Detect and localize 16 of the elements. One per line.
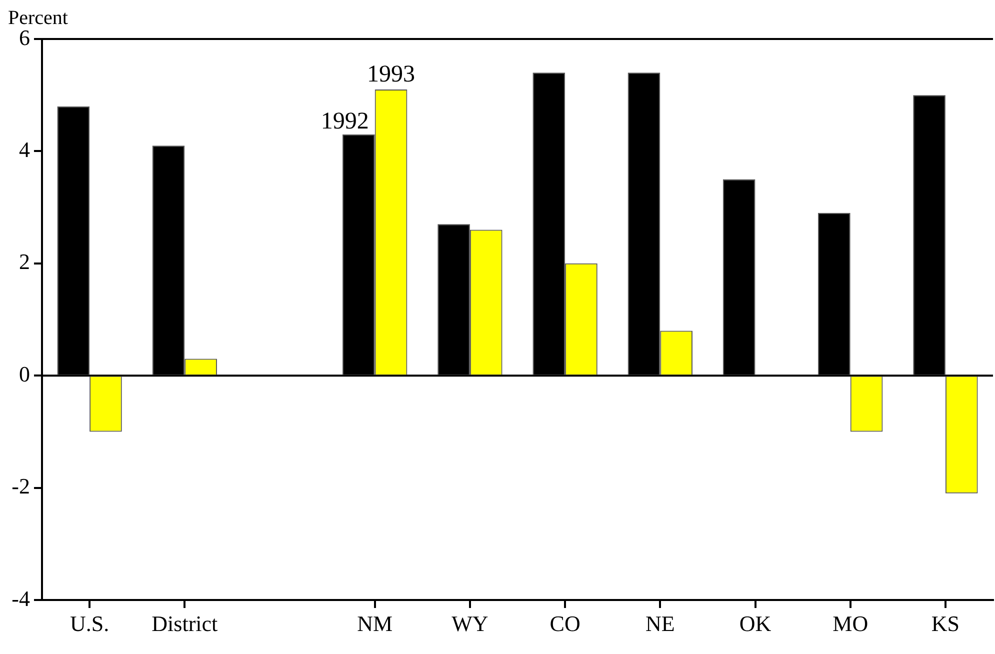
x-tick-label: KS [931,610,960,636]
x-tick-label: U.S. [70,610,110,636]
x-tick-label: MO [832,610,868,636]
x-tick-label: OK [739,610,772,636]
series-label: 1993 [367,61,416,88]
x-tick-label: CO [550,610,580,636]
x-tick-label: NM [357,610,393,636]
y-tick-label: 0 [19,361,30,386]
series-label: 1992 [320,108,369,134]
x-tick-label: District [152,610,218,636]
y-tick-label: -4 [12,586,30,611]
y-tick-label: 2 [19,249,30,274]
x-tick-label: WY [452,610,488,636]
y-tick-label: -2 [12,474,30,499]
y-tick-label: 4 [19,136,30,162]
x-tick-label: NE [645,610,675,636]
